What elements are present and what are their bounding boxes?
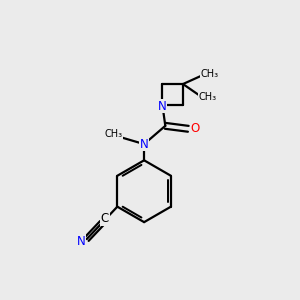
- Text: N: N: [77, 235, 86, 248]
- Text: N: N: [158, 100, 167, 112]
- Text: O: O: [190, 122, 200, 135]
- Text: CH₃: CH₃: [105, 129, 123, 140]
- Text: N: N: [140, 138, 148, 151]
- Text: C: C: [101, 212, 109, 225]
- Text: CH₃: CH₃: [198, 92, 217, 102]
- Text: CH₃: CH₃: [200, 69, 218, 79]
